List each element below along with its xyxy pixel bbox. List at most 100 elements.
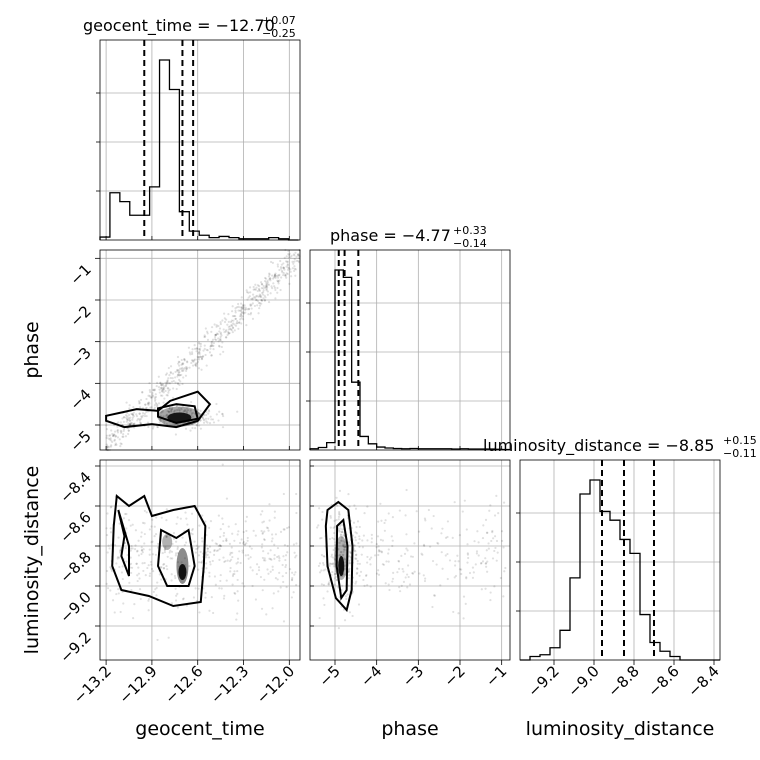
scatter-point [283,256,286,259]
scatter-point [270,285,273,288]
scatter-point [194,551,197,554]
scatter-point [139,422,142,425]
scatter-point [342,543,345,546]
scatter-point [251,302,254,305]
scatter-point [462,595,466,598]
scatter-point [198,524,201,527]
scatter-point [446,577,449,581]
scatter-point [165,535,168,539]
scatter-point [214,333,217,337]
scatter-point [167,377,170,380]
scatter-point [252,288,255,291]
scatter-point [163,548,166,551]
scatter-point [321,510,324,514]
scatter-point [189,408,193,412]
scatter-point [181,536,184,539]
scatter-point [465,577,468,580]
scatter-point [115,443,118,446]
scatter-point [195,365,198,368]
scatter-point [269,277,272,280]
scatter-point [133,548,137,551]
scatter-point [463,499,466,502]
scatter-point [170,408,173,411]
scatter-point [348,562,351,565]
scatter-point [183,557,187,560]
scatter-point [261,532,264,535]
scatter-point [340,551,343,554]
scatter-point [321,561,325,565]
scatter-point [480,588,483,591]
scatter-point [352,521,356,524]
scatter-point [237,309,240,312]
scatter-point [172,411,175,414]
scatter-point [258,285,261,288]
scatter-point [238,550,241,553]
scatter-point [320,569,323,572]
scatter-point [251,293,255,296]
scatter-point [217,544,220,548]
scatter-point [236,612,239,615]
scatter-point [484,562,488,565]
scatter-point [219,321,222,324]
scatter-point [140,546,143,549]
scatter-point [168,388,171,391]
scatter-point [171,396,175,399]
scatter-point [212,421,216,424]
scatter-point [491,530,494,534]
scatter-point [207,409,211,412]
scatter-point [143,522,146,525]
scatter-point [196,547,199,550]
scatter-point [129,422,132,426]
scatter-point [338,513,341,516]
contour-line [117,509,131,577]
scatter-point [482,524,485,527]
scatter-point [362,534,365,537]
scatter-point [106,587,110,590]
scatter-point [465,528,468,531]
scatter-point [431,605,434,609]
x-tick-label: −12.9 [116,662,161,707]
scatter-point [251,317,255,320]
scatter-point [262,550,265,553]
scatter-point [183,359,186,362]
scatter-point [218,338,222,342]
scatter-point [232,573,235,576]
scatter-point [216,332,220,336]
scatter-point [274,288,277,292]
scatter-point [274,577,278,580]
scatter-point [233,314,236,318]
scatter-point [191,359,194,362]
scatter-point [125,512,128,516]
scatter-point [260,607,264,610]
scatter-point [234,523,237,526]
scatter-point [269,260,273,264]
scatter-point [351,614,354,618]
scatter-point [144,403,147,406]
scatter-point [460,572,463,576]
scatter-point [111,434,115,438]
scatter-point [176,516,179,519]
scatter-point [154,395,158,399]
scatter-point [176,375,179,378]
scatter-point [318,562,322,565]
scatter-point [267,529,270,532]
scatter-point [145,414,148,418]
scatter-point [383,521,386,525]
scatter-point [170,602,174,605]
scatter-point [337,626,340,630]
scatter-point [147,394,150,397]
scatter-point [495,559,498,562]
scatter-point [402,580,406,583]
scatter-point [132,422,136,426]
scatter-point [126,418,129,421]
scatter-point [217,340,220,343]
scatter-point [413,570,416,573]
scatter-point [227,332,230,335]
scatter-point [213,549,216,553]
scatter-point [491,557,495,560]
scatter-point [228,542,232,545]
scatter-point [204,417,208,420]
scatter-point [196,355,199,358]
scatter-point [177,406,181,410]
scatter-point [294,251,297,254]
